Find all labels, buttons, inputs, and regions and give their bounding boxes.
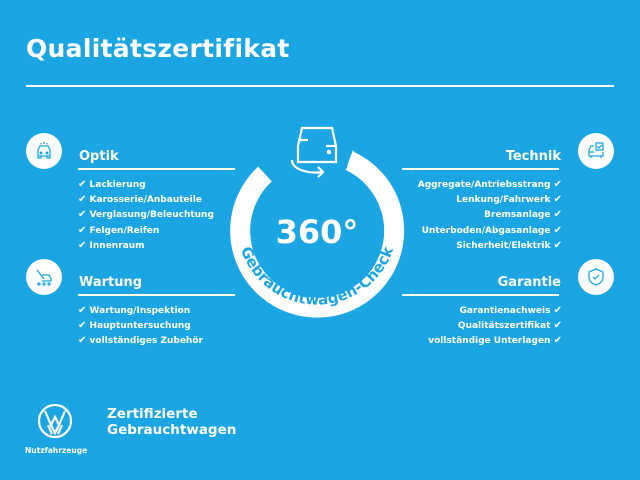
check-icon: ✔ [553, 335, 562, 347]
check-icon: ✔ [553, 224, 562, 236]
list-item: ✔ Lackierung [78, 179, 146, 190]
ring-arrow [347, 150, 361, 166]
list-item: Qualitätszertifikat ✔ [457, 320, 562, 332]
list-item: Aggregate/Antriebsstrang ✔ [417, 179, 562, 190]
footer-line-1: Zertifizierte [107, 406, 198, 422]
section-divider [402, 168, 559, 170]
list-item: vollständige Unterlagen ✔ [428, 335, 562, 347]
car-inspection-icon [26, 133, 62, 169]
garantie-list: Garantienachweis ✔ Qualitätszertifikat ✔… [380, 303, 562, 349]
list-item: ✔ vollständiges Zubehör [78, 335, 203, 347]
section-heading-optik: Optik [79, 149, 119, 164]
check-icon: ✔ [553, 194, 562, 206]
page-title: Qualitätszertifikat [26, 34, 290, 63]
check-icon: ✔ [78, 335, 87, 347]
check-icon: ✔ [78, 320, 87, 332]
list-item: Lenkung/Fahrwerk ✔ [456, 194, 562, 206]
list-item: ✔ Innenraum [78, 239, 145, 251]
section-heading-wartung: Wartung [79, 275, 143, 290]
section-divider [78, 294, 235, 296]
check-icon: ✔ [553, 239, 562, 251]
wartung-list: ✔ Wartung/Inspektion ✔ Hauptuntersuchung… [78, 303, 203, 349]
check-icon: ✔ [553, 305, 562, 316]
list-item: ✔ Verglasung/Beleuchtung [78, 209, 214, 221]
check-icon: ✔ [78, 179, 87, 190]
shield-check-icon [578, 259, 614, 295]
vw-logo [37, 403, 73, 443]
section-divider [78, 168, 235, 170]
title-divider [26, 85, 614, 87]
badge-arc-text: Gebrauchtwagen-Check [237, 243, 397, 309]
check-icon: ✔ [78, 194, 87, 206]
check-icon: ✔ [553, 320, 562, 332]
list-item: ✔ Karosserie/Anbauteile [78, 194, 202, 206]
badge-ring [230, 151, 405, 318]
optik-list: ✔ Lackierung ✔ Karosserie/Anbauteile ✔ V… [78, 177, 214, 253]
badge-number: 360° [276, 213, 359, 251]
list-item: Garantienachweis ✔ [459, 305, 563, 316]
section-heading-technik: Technik [505, 149, 561, 164]
car-checklist-icon [578, 133, 614, 169]
check-icon: ✔ [78, 239, 87, 251]
footer-brand-text: Zertifizierte Gebrauchtwagen [107, 406, 236, 438]
section-divider [402, 294, 559, 296]
list-item: ✔ Felgen/Reifen [78, 224, 160, 236]
list-item: Bremsanlage ✔ [484, 209, 562, 221]
check-icon: ✔ [553, 209, 562, 221]
check-icon: ✔ [78, 224, 87, 236]
maintenance-tools-icon [26, 259, 62, 295]
footer-line-2: Gebrauchtwagen [107, 422, 237, 438]
list-item: Unterboden/Abgasanlage ✔ [421, 224, 562, 236]
check-icon: ✔ [78, 209, 87, 221]
list-item: ✔ Hauptuntersuchung [78, 320, 191, 332]
car-rotate-icon [290, 126, 338, 178]
check-icon: ✔ [553, 179, 562, 190]
logo-caption: Nutzfahrzeuge [25, 446, 88, 455]
list-item: ✔ Wartung/Inspektion [78, 305, 191, 316]
technik-list: Aggregate/Antriebsstrang ✔ Lenkung/Fahrw… [380, 177, 562, 253]
check-icon: ✔ [78, 305, 87, 316]
list-item: Sicherheit/Elektrik ✔ [456, 239, 562, 251]
section-heading-garantie: Garantie [497, 275, 561, 290]
